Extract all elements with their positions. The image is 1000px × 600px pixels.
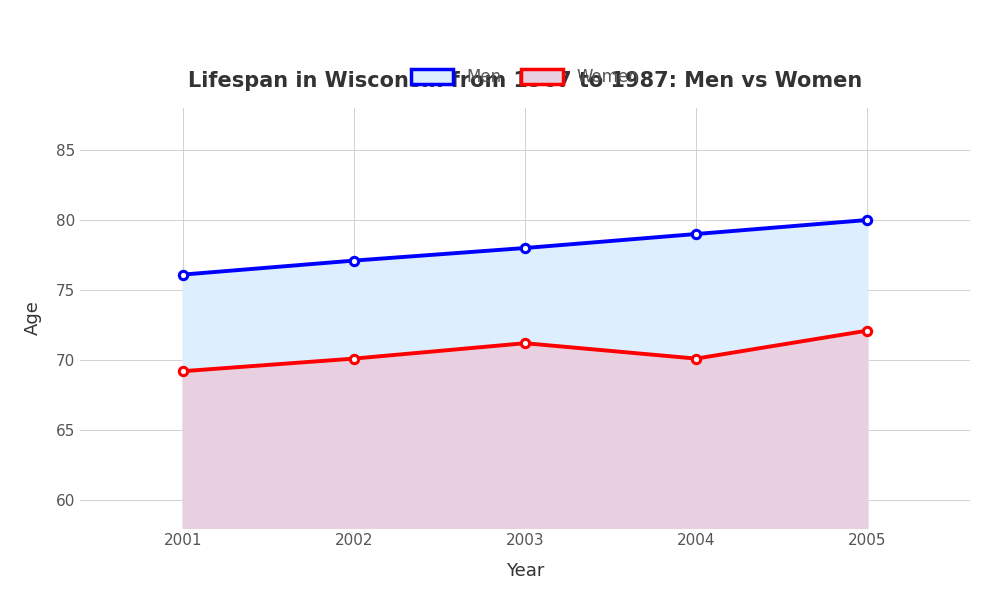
Legend: Men, Women: Men, Women — [404, 62, 646, 93]
X-axis label: Year: Year — [506, 562, 544, 580]
Y-axis label: Age: Age — [24, 301, 42, 335]
Title: Lifespan in Wisconsin from 1967 to 1987: Men vs Women: Lifespan in Wisconsin from 1967 to 1987:… — [188, 71, 862, 91]
